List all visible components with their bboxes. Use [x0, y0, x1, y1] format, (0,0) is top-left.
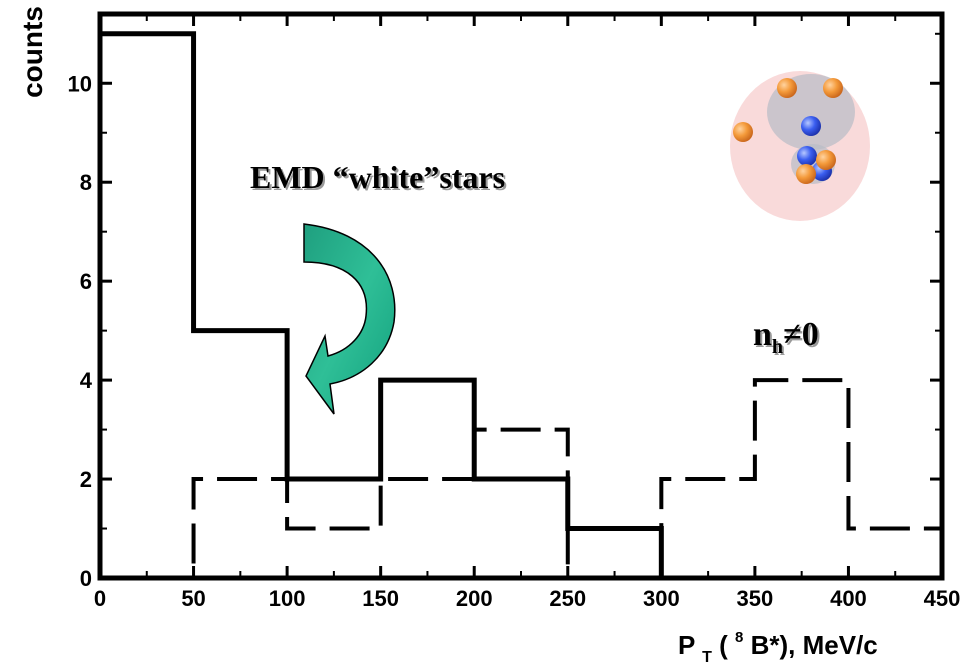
y-axis-title: counts [17, 6, 48, 98]
x-tick-labels: 0 50 100 150 200 250 300 350 400 450 [94, 586, 960, 611]
x-tick-label: 200 [456, 586, 493, 611]
x-tick-label: 350 [737, 586, 774, 611]
x-axis-title-main: P [678, 630, 695, 660]
x-axis-title-sub: T [702, 649, 712, 666]
x-axis-title-paren: ( [719, 630, 728, 660]
y-tick-label: 8 [80, 170, 92, 195]
x-tick-label: 250 [549, 586, 586, 611]
y-tick-label: 6 [80, 269, 92, 294]
curved-arrow-icon [303, 223, 396, 415]
x-tick-label: 100 [269, 586, 306, 611]
emd-label: EMD “white”stars [250, 159, 505, 195]
y-tick-label: 0 [80, 566, 92, 591]
x-tick-label: 300 [643, 586, 680, 611]
x-tick-label: 400 [830, 586, 867, 611]
x-tick-label: 450 [924, 586, 961, 611]
nh-label-shadow: nh≠0 [755, 318, 821, 360]
x-tick-label: 150 [362, 586, 399, 611]
nh-label: nh≠0 [753, 316, 819, 358]
nucleus-cluster-icon [730, 71, 870, 221]
x-tick-label: 0 [94, 586, 106, 611]
x-axis-title: P T ( 8 B*), MeV/c [678, 618, 878, 668]
y-tick-label: 10 [68, 71, 92, 96]
emd-label-shadow: EMD “white”stars [252, 161, 507, 197]
x-tick-label: 50 [181, 586, 205, 611]
plot-frame [97, 11, 945, 581]
x-axis-title-rest: B*), MeV/c [751, 630, 878, 660]
x-axis-title-sup: 8 [735, 629, 743, 646]
y-tick-label: 4 [80, 368, 93, 393]
y-tick-label: 2 [80, 467, 92, 492]
series-dashed-line [100, 378, 944, 580]
y-tick-labels: 0 2 4 6 8 10 [68, 71, 93, 591]
